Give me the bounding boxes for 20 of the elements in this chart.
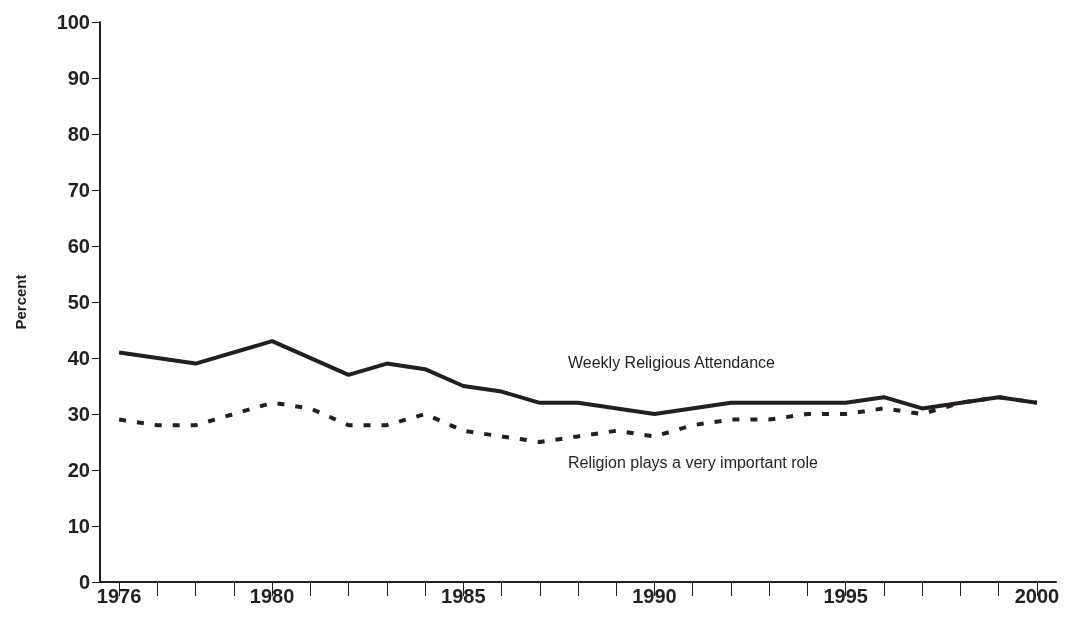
x-tick-label: 2000 — [1014, 585, 1060, 607]
y-tick-label: 70 — [67, 179, 90, 201]
y-tick-label: 40 — [67, 347, 90, 369]
y-tick-label: 100 — [56, 11, 90, 33]
series-label: Weekly Religious Attendance — [568, 354, 776, 372]
x-tick-label: 1976 — [96, 585, 142, 607]
x-tick-label: 1980 — [249, 585, 295, 607]
y-tick-label: 80 — [67, 123, 90, 145]
y-tick-label: 60 — [67, 235, 90, 257]
series-label: Religion plays a very important role — [568, 453, 818, 471]
x-tick-label: 1985 — [441, 585, 486, 607]
y-tick-label: 0 — [78, 571, 90, 593]
y-tick-label: 10 — [67, 515, 90, 537]
y-tick-label: 30 — [67, 403, 90, 425]
y-axis-title: Percent — [12, 274, 29, 330]
y-tick-label: 50 — [67, 291, 90, 313]
x-tick-label: 1995 — [823, 585, 868, 607]
y-tick-label: 90 — [67, 67, 90, 89]
x-tick-label: 1990 — [632, 585, 677, 607]
y-tick-label: 20 — [67, 459, 90, 481]
